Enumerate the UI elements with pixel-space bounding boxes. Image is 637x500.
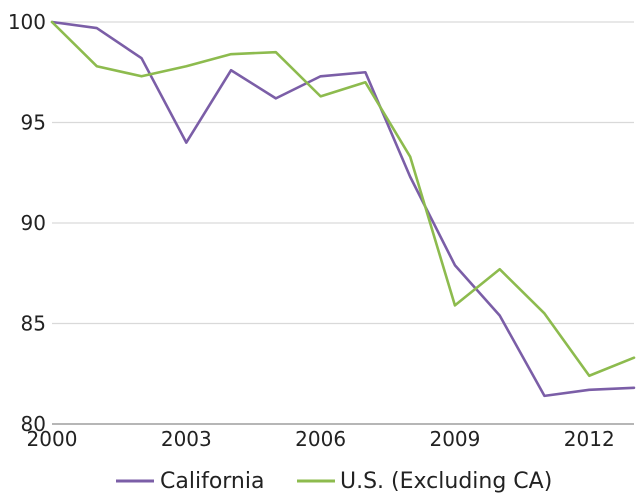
y-tick-label: 90 xyxy=(21,211,46,235)
x-tick-label: 2009 xyxy=(429,427,480,451)
y-tick-label: 95 xyxy=(21,111,46,135)
legend-item: California xyxy=(116,469,264,494)
series-line-u-s-excluding-ca xyxy=(50,20,636,378)
x-tick-label: 2012 xyxy=(564,427,615,451)
x-tick-label: 2006 xyxy=(295,427,346,451)
series-line-california xyxy=(50,20,636,398)
legend: California U.S. (Excluding CA) xyxy=(116,469,552,494)
x-tick-label: 2000 xyxy=(27,427,78,451)
y-tick-label: 100 xyxy=(8,10,46,34)
tick-labels: 80 85 90 95 100 2000 2003 2006 2009 2012 xyxy=(8,10,615,451)
y-tick-label: 80 xyxy=(21,412,46,436)
gridlines xyxy=(52,21,634,325)
y-tick-label: 85 xyxy=(21,312,46,336)
series-lines xyxy=(50,20,636,398)
legend-label: U.S. (Excluding CA) xyxy=(340,469,552,494)
legend-label: California xyxy=(160,469,264,494)
legend-item: U.S. (Excluding CA) xyxy=(297,469,552,494)
x-tick-label: 2003 xyxy=(161,427,212,451)
